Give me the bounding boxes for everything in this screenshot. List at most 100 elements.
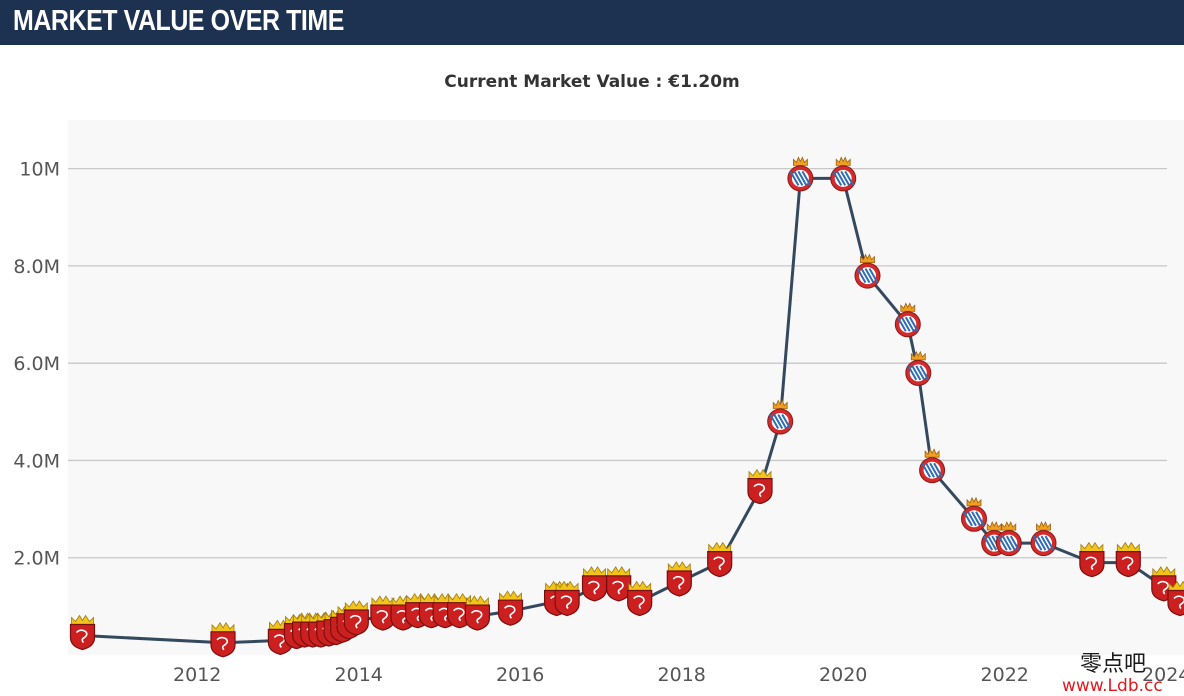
data-point-club-a-badge [497,590,524,626]
data-point-club-a-badge [747,468,773,505]
data-point-club-a-badge [627,580,653,617]
badge-crown-shape [607,566,631,577]
x-tick-label: 2018 [658,664,706,686]
badge-emblem-shape [587,580,600,595]
badge-stripe-shape [904,316,915,332]
data-point-club-a-badge [370,595,396,631]
badge-stripe-shape [840,170,851,186]
data-point-club-b-badge [854,253,881,289]
badge-stripe-shape [921,462,931,478]
badge-stripe-shape [1001,535,1012,551]
data-point-club-a-badge [210,622,236,658]
badge-stripe-shape [769,414,780,429]
badge-stripe-shape [1036,535,1047,551]
data-point-club-a-badge [581,566,608,602]
badge-stripe-shape [1040,535,1051,551]
badge-crown-shape [448,592,472,604]
badge-crown-shape [211,622,235,633]
data-point-club-b-badge [894,302,921,338]
badge-emblem-shape [453,607,465,622]
badge-crown-shape [1080,541,1104,552]
badge-stripe-shape [983,535,994,551]
badge-stripe-shape [868,268,879,284]
badge-stripe-shape [900,316,911,332]
badge-shield-shape [497,599,524,626]
badge-emblem-shape [503,605,516,619]
badge-emblem-shape [470,610,483,624]
badge-emblem-shape [1121,556,1134,571]
badge-stripe-shape [836,170,847,186]
badge-crown-shape [708,541,732,552]
badge-stripe-shape [781,414,792,429]
badge-emblem-shape [75,629,88,644]
chart-subtitle: Current Market Value : €1.20m [444,72,740,92]
x-tick-label: 2014 [335,664,383,686]
badge-emblem-shape [1157,580,1169,595]
y-tick-label: 8.0M [13,256,60,278]
badge-crown-shape [986,521,1002,531]
data-point-club-a-badge [606,566,632,602]
badge-shield-shape [707,550,733,578]
data-point-club-a-badge [1079,541,1105,578]
x-tick-label: 2024 [1142,664,1184,686]
badge-shield-shape [69,623,96,651]
badge-crown-shape [748,468,772,480]
badge-stripe-shape [1044,535,1055,551]
y-tick-label: 4.0M [13,450,60,472]
badge-emblem-shape [560,595,573,610]
badge-shield-shape [581,575,608,602]
badge-crown-shape [793,156,808,166]
badge-stripe-shape [801,170,812,186]
badge-stripe-shape [929,462,939,478]
badge-stripe-shape [1005,535,1016,551]
badge-shield-shape [554,589,580,617]
badge-stripe-shape [963,511,973,527]
badge-crown-shape [465,595,489,606]
badge-stripe-shape [860,268,871,284]
data-point-club-a-badge [464,595,490,631]
badge-crown-shape [1152,566,1176,577]
data-point-club-a-badge [69,614,96,651]
data-point-club-b-badge [830,156,857,192]
badge-crown-shape [667,561,691,572]
badge-emblem-shape [633,595,645,610]
badge-stripe-shape [967,511,977,527]
badge-crown-shape [924,448,940,458]
badge-crown-shape [835,156,851,166]
badge-shield-shape [343,609,369,636]
badge-crown-shape [555,580,579,591]
badge-crown-shape [1116,541,1140,552]
badge-crown-shape [772,399,788,409]
y-tick-label: 6.0M [13,353,60,375]
data-point-club-a-badge [707,541,733,578]
badge-crown-shape [499,590,522,601]
badge-crown-shape [910,350,926,361]
badge-stripe-shape [987,535,998,551]
badge-emblem-shape [1173,595,1184,610]
data-point-markers [69,156,1184,658]
badge-shield-shape [1115,550,1141,578]
data-point-club-b-badge [767,399,794,435]
badge-shield-shape [627,589,653,617]
badge-stripe-shape [797,170,808,186]
plot-area [68,120,1184,655]
badge-stripe-shape [975,511,985,527]
badge-crown-shape [1168,580,1184,591]
data-point-club-b-badge [961,496,987,532]
badge-stripe-shape [925,462,935,478]
data-point-club-b-badge [919,448,946,484]
badge-crown-shape [1001,521,1017,531]
badge-stripe-shape [793,170,804,186]
badge-shield-shape [464,604,490,631]
watermark-chinese-text: 零点吧 [1080,652,1147,677]
badge-stripe-shape [773,414,784,429]
data-point-club-b-badge [1030,521,1057,557]
x-tick-label: 2012 [173,664,221,686]
badge-crown-shape [583,566,606,577]
badge-emblem-shape [1085,556,1097,571]
data-point-club-a-badge [1115,541,1141,578]
badge-stripe-shape [907,365,918,381]
badge-emblem-shape [672,575,685,590]
badge-stripe-shape [789,170,800,186]
